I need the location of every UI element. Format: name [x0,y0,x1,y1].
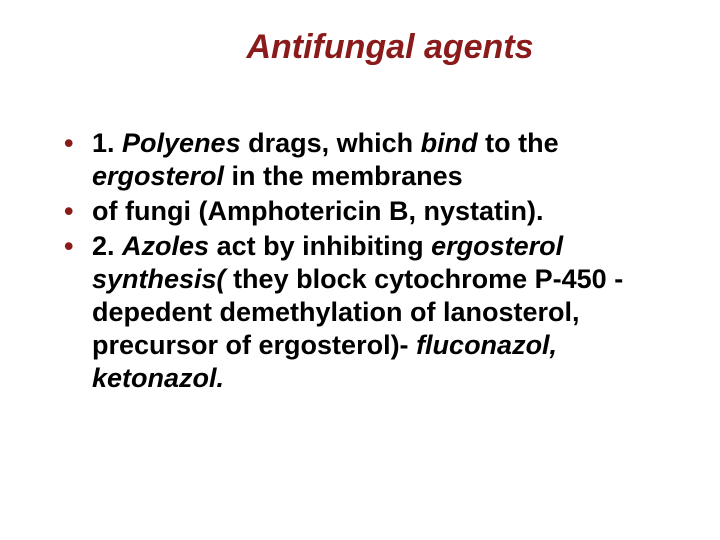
text-segment: bind [421,128,478,158]
text-segment: Azoles [122,231,217,261]
slide: Antifungal agents 1. Polyenes drags, whi… [0,0,720,540]
text-segment: ergosterol [92,161,232,191]
text-segment: act by inhibiting [217,231,432,261]
slide-title: Antifungal agents [40,28,680,67]
text-segment: 1. [92,128,122,158]
text-segment: to the [478,128,559,158]
bullet-list: 1. Polyenes drags, which bind to the erg… [40,127,680,395]
bullet-item: 1. Polyenes drags, which bind to the erg… [64,127,680,193]
text-segment: in the membranes [232,161,463,191]
text-segment: of fungi (Amphotericin B, nystatin). [92,196,543,226]
text-segment: 2. [92,231,122,261]
bullet-item: 2. Azoles act by inhibiting ergosterol s… [64,230,680,395]
bullet-item: of fungi (Amphotericin B, nystatin). [64,195,680,228]
text-segment: Polyenes [122,128,241,158]
text-segment: drags, which [241,128,421,158]
